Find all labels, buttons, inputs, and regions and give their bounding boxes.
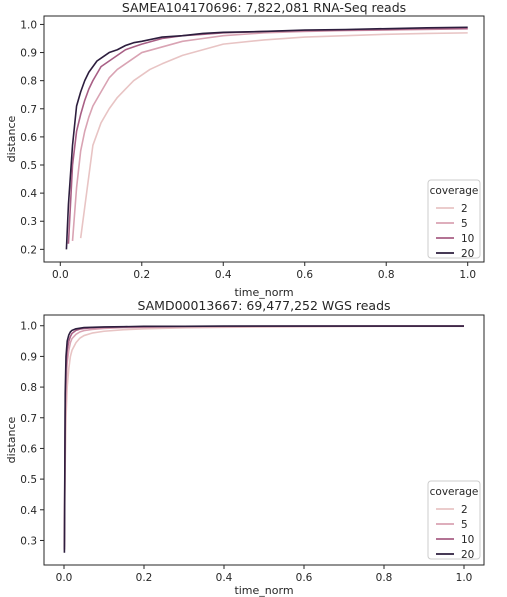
chart-1-xtick-label: 1.0 <box>459 269 476 281</box>
chart-1-legend-label-10: 10 <box>461 233 474 245</box>
chart-2-xtick-label: 0.2 <box>136 572 153 584</box>
chart-2-xtick-label: 1.0 <box>456 572 473 584</box>
chart-1-ylabel: distance <box>5 115 18 162</box>
chart-1-xlabel: time_norm <box>234 286 293 299</box>
chart-1-ytick-label: 0.4 <box>20 188 37 200</box>
chart-1-xtick-label: 0.8 <box>378 269 395 281</box>
chart-2-series-20-line <box>63 325 464 553</box>
chart-1-ytick-label: 0.6 <box>20 132 37 144</box>
chart-2-ytick-label: 0.5 <box>20 474 37 486</box>
chart-2-xtick-label: 0.8 <box>376 572 393 584</box>
chart-2-ytick-label: 0.3 <box>20 535 37 547</box>
chart-2-ytick-label: 1.0 <box>20 321 37 333</box>
chart-1-ytick-label: 0.2 <box>20 244 37 256</box>
chart-1-ytick-label: 0.3 <box>20 216 37 228</box>
chart-2-ylabel: distance <box>5 416 18 463</box>
chart-1-series-2-line <box>79 32 468 239</box>
chart-2-series-2-line <box>63 325 464 541</box>
chart-1: SAMEA104170696: 7,822,081 RNA-Seq reads 0… <box>5 0 485 299</box>
chart-1-legend-label-20: 20 <box>461 248 474 260</box>
chart-2: SAMD00013667: 69,477,252 WGS reads 0.0 0.2… <box>5 298 485 597</box>
chart-1-ytick-label: 0.9 <box>20 48 37 60</box>
chart-2-legend: coverage 2 5 10 20 <box>427 480 481 561</box>
chart-2-ytick-label: 0.7 <box>20 413 37 425</box>
chart-2-xtick-label: 0.4 <box>216 572 233 584</box>
chart-1-title: SAMEA104170696: 7,822,081 RNA-Seq reads <box>122 0 406 15</box>
chart-1-xtick-label: 0.2 <box>133 269 150 281</box>
chart-1-legend-label-2: 2 <box>461 203 468 215</box>
chart-1-ytick-label: 0.8 <box>20 76 37 88</box>
chart-2-ytick-label: 0.4 <box>20 505 37 517</box>
chart-2-xtick-label: 0.6 <box>296 572 313 584</box>
chart-1-legend-label-5: 5 <box>461 218 468 230</box>
chart-2-title: SAMD00013667: 69,477,252 WGS reads <box>137 298 390 313</box>
chart-2-xtick-label: 0.0 <box>56 572 73 584</box>
chart-2-legend-label-20: 20 <box>461 549 474 561</box>
chart-2-legend-label-10: 10 <box>461 534 474 546</box>
chart-2-legend-label-2: 2 <box>461 504 468 516</box>
chart-2-plot-area <box>43 314 485 566</box>
chart-2-legend-label-5: 5 <box>461 519 468 531</box>
chart-2-legend-title: coverage <box>430 486 479 498</box>
chart-1-xtick-label: 0.4 <box>215 269 232 281</box>
chart-1-xtick-label: 0.0 <box>52 269 69 281</box>
chart-2-ytick-label: 0.8 <box>20 382 37 394</box>
chart-1-legend-title: coverage <box>430 185 479 197</box>
chart-1-series-20-line <box>65 26 468 250</box>
chart-1-ytick-label: 0.7 <box>20 104 37 116</box>
chart-2-ytick-label: 0.6 <box>20 443 37 455</box>
chart-1-ytick-label: 0.5 <box>20 160 37 172</box>
chart-1-ytick-label: 1.0 <box>20 19 37 31</box>
chart-1-plot-area <box>43 15 485 263</box>
chart-1-xtick-label: 0.6 <box>296 269 313 281</box>
chart-2-ytick-label: 0.9 <box>20 351 37 363</box>
chart-1-legend: coverage 2 5 10 20 <box>427 179 481 260</box>
chart-2-xlabel: time_norm <box>234 584 293 597</box>
